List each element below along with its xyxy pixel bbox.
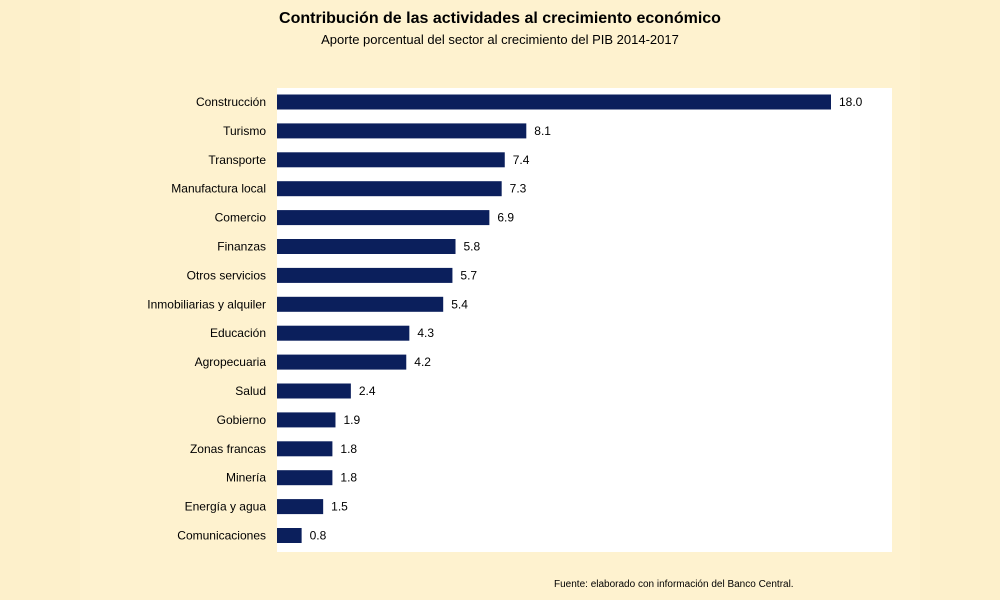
bar — [277, 441, 333, 457]
bar — [277, 123, 527, 139]
category-label: Comunicaciones — [177, 529, 266, 543]
category-label: Manufactura local — [171, 182, 266, 196]
bar — [277, 267, 453, 283]
category-label: Minería — [226, 471, 266, 485]
value-label: 18.0 — [839, 95, 863, 109]
category-label: Energía y agua — [185, 500, 267, 514]
category-label: Construcción — [196, 95, 266, 109]
bar — [277, 94, 831, 110]
bar — [277, 499, 324, 515]
value-label: 7.3 — [510, 182, 527, 196]
value-label: 7.4 — [513, 153, 530, 167]
category-label: Transporte — [208, 153, 266, 167]
bar — [277, 181, 502, 197]
bar — [277, 354, 407, 370]
category-label: Gobierno — [217, 413, 267, 427]
chart-title: Contribución de las actividades al creci… — [279, 10, 721, 27]
category-label: Educación — [210, 326, 266, 340]
bar — [277, 239, 456, 254]
value-label: 5.4 — [451, 297, 468, 311]
bar — [277, 383, 351, 399]
category-label: Salud — [235, 384, 266, 398]
category-label: Agropecuaria — [195, 355, 267, 369]
value-label: 4.3 — [417, 326, 434, 340]
bar — [277, 528, 302, 543]
bar — [277, 296, 444, 312]
bar — [277, 470, 333, 486]
source-note: Fuente: elaborado con información del Ba… — [554, 579, 794, 590]
bar — [277, 412, 336, 428]
value-label: 1.5 — [331, 500, 348, 514]
value-label: 1.9 — [343, 413, 360, 427]
category-label: Finanzas — [217, 240, 266, 254]
value-label: 0.8 — [310, 529, 327, 543]
value-label: 2.4 — [359, 384, 376, 398]
value-label: 4.2 — [414, 355, 431, 369]
category-label: Turismo — [223, 124, 266, 138]
category-label: Zonas francas — [190, 442, 266, 456]
value-label: 5.7 — [460, 268, 477, 282]
value-label: 1.8 — [340, 442, 357, 456]
value-label: 1.8 — [340, 471, 357, 485]
bar — [277, 210, 490, 226]
bar — [277, 325, 410, 341]
value-label: 6.9 — [497, 211, 514, 225]
value-label: 8.1 — [534, 124, 551, 138]
category-label: Otros servicios — [187, 268, 266, 282]
chart-subtitle: Aporte porcentual del sector al crecimie… — [321, 32, 679, 47]
category-label: Inmobiliarias y alquiler — [147, 297, 266, 311]
category-label: Comercio — [215, 211, 267, 225]
value-label: 5.8 — [464, 240, 481, 254]
bar — [277, 152, 505, 168]
